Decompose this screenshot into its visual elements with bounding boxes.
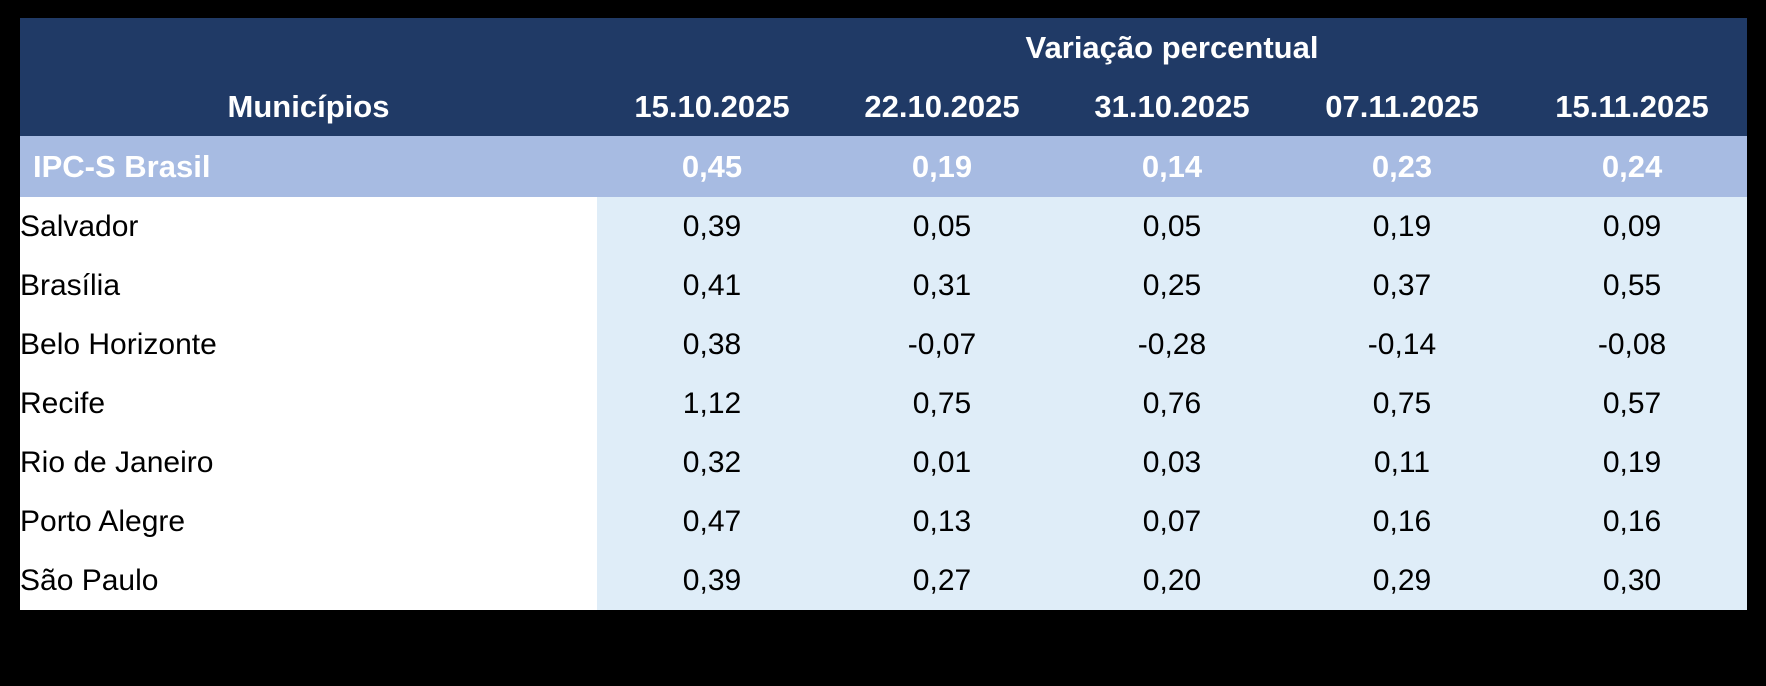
summary-value: 0,23 (1287, 136, 1517, 197)
value-cell: 0,75 (827, 374, 1057, 433)
group-header: Variação percentual (597, 18, 1748, 77)
value-cell: 0,11 (1287, 433, 1517, 492)
table-row-recife: Recife 1,12 0,75 0,76 0,75 0,57 (20, 374, 1748, 433)
value-cell: 0,32 (597, 433, 827, 492)
value-cell: 0,13 (827, 492, 1057, 551)
municipality-name: Rio de Janeiro (20, 433, 597, 492)
municipality-name: Salvador (20, 197, 597, 256)
value-cell: 1,12 (597, 374, 827, 433)
value-cell: 0,01 (827, 433, 1057, 492)
municipality-column-header: Municípios (20, 77, 597, 136)
value-cell: 0,19 (1287, 197, 1517, 256)
column-header-row: Municípios 15.10.2025 22.10.2025 31.10.2… (20, 77, 1748, 136)
table-row-porto-alegre: Porto Alegre 0,47 0,13 0,07 0,16 0,16 (20, 492, 1748, 551)
value-cell: 0,30 (1517, 551, 1748, 610)
value-cell: 0,09 (1517, 197, 1748, 256)
value-cell: 0,55 (1517, 256, 1748, 315)
value-cell: 0,16 (1517, 492, 1748, 551)
value-cell: 0,75 (1287, 374, 1517, 433)
value-cell: -0,28 (1057, 315, 1287, 374)
value-cell: 0,47 (597, 492, 827, 551)
municipality-name: Porto Alegre (20, 492, 597, 551)
header-spacer (20, 18, 597, 77)
municipality-name: Belo Horizonte (20, 315, 597, 374)
summary-value: 0,19 (827, 136, 1057, 197)
value-cell: 0,29 (1287, 551, 1517, 610)
municipality-name: Recife (20, 374, 597, 433)
summary-value: 0,24 (1517, 136, 1748, 197)
date-header-1: 15.10.2025 (597, 77, 827, 136)
municipality-name: Brasília (20, 256, 597, 315)
date-header-3: 31.10.2025 (1057, 77, 1287, 136)
summary-value: 0,14 (1057, 136, 1287, 197)
group-header-row: Variação percentual (20, 18, 1748, 77)
value-cell: 0,05 (1057, 197, 1287, 256)
date-header-4: 07.11.2025 (1287, 77, 1517, 136)
table-row-salvador: Salvador 0,39 0,05 0,05 0,19 0,09 (20, 197, 1748, 256)
value-cell: 0,76 (1057, 374, 1287, 433)
value-cell: 0,27 (827, 551, 1057, 610)
date-header-2: 22.10.2025 (827, 77, 1057, 136)
value-cell: 0,03 (1057, 433, 1287, 492)
value-cell: 0,31 (827, 256, 1057, 315)
summary-row-label: IPC-S Brasil (20, 136, 597, 197)
value-cell: 0,57 (1517, 374, 1748, 433)
summary-value: 0,45 (597, 136, 827, 197)
value-cell: 0,25 (1057, 256, 1287, 315)
value-cell: 0,20 (1057, 551, 1287, 610)
ipcs-variation-table: Variação percentual Municípios 15.10.202… (20, 18, 1748, 610)
value-cell: 0,16 (1287, 492, 1517, 551)
value-cell: 0,05 (827, 197, 1057, 256)
municipality-name: São Paulo (20, 551, 597, 610)
value-cell: -0,14 (1287, 315, 1517, 374)
value-cell: 0,41 (597, 256, 827, 315)
value-cell: 0,19 (1517, 433, 1748, 492)
table-row-brasilia: Brasília 0,41 0,31 0,25 0,37 0,55 (20, 256, 1748, 315)
value-cell: 0,07 (1057, 492, 1287, 551)
table-row-sao-paulo: São Paulo 0,39 0,27 0,20 0,29 0,30 (20, 551, 1748, 610)
value-cell: -0,08 (1517, 315, 1748, 374)
value-cell: 0,38 (597, 315, 827, 374)
value-cell: 0,39 (597, 197, 827, 256)
summary-row-ipcs-brasil: IPC-S Brasil 0,45 0,19 0,14 0,23 0,24 (20, 136, 1748, 197)
value-cell: 0,37 (1287, 256, 1517, 315)
date-header-5: 15.11.2025 (1517, 77, 1748, 136)
table-row-rio-de-janeiro: Rio de Janeiro 0,32 0,01 0,03 0,11 0,19 (20, 433, 1748, 492)
value-cell: -0,07 (827, 315, 1057, 374)
table-row-belo-horizonte: Belo Horizonte 0,38 -0,07 -0,28 -0,14 -0… (20, 315, 1748, 374)
value-cell: 0,39 (597, 551, 827, 610)
